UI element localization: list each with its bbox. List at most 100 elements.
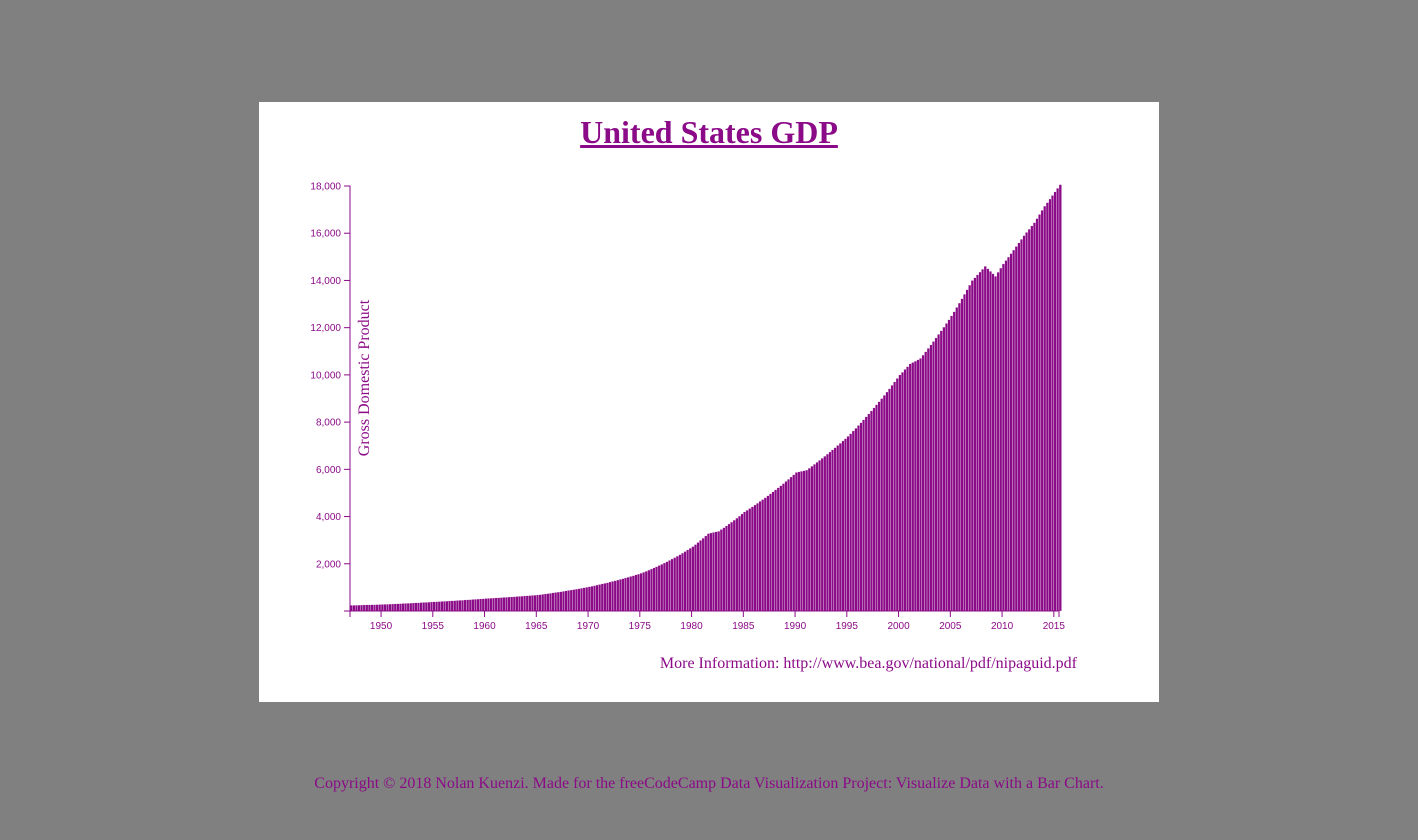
bar[interactable] — [706, 533, 710, 612]
bar[interactable] — [1032, 222, 1036, 612]
bar[interactable] — [823, 456, 827, 612]
bar[interactable] — [893, 381, 897, 612]
bar[interactable] — [1053, 191, 1057, 612]
bar[interactable] — [499, 597, 503, 612]
bar[interactable] — [411, 602, 415, 612]
bar[interactable] — [450, 600, 454, 612]
bar[interactable] — [650, 568, 653, 612]
bar[interactable] — [644, 570, 648, 612]
bar[interactable] — [481, 598, 485, 612]
bar[interactable] — [1030, 225, 1034, 612]
bar[interactable] — [533, 594, 537, 612]
bar[interactable] — [515, 596, 519, 612]
bar[interactable] — [399, 603, 402, 612]
bar[interactable] — [779, 485, 783, 612]
bar[interactable] — [401, 603, 405, 612]
bar[interactable] — [435, 601, 439, 612]
bar[interactable] — [815, 462, 819, 612]
bar[interactable] — [551, 592, 555, 612]
bar[interactable] — [432, 601, 436, 612]
bar[interactable] — [774, 489, 778, 612]
bar[interactable] — [963, 294, 967, 612]
bar[interactable] — [582, 587, 586, 612]
bar[interactable] — [474, 599, 477, 612]
bar[interactable] — [453, 600, 457, 612]
bar[interactable] — [388, 603, 392, 612]
bar[interactable] — [572, 589, 576, 612]
bar[interactable] — [442, 601, 446, 612]
bar[interactable] — [988, 271, 992, 612]
bar[interactable] — [862, 419, 866, 612]
bar[interactable] — [898, 374, 902, 612]
bar[interactable] — [937, 334, 941, 612]
bar[interactable] — [554, 592, 558, 612]
bar[interactable] — [631, 575, 635, 612]
bar[interactable] — [618, 579, 622, 612]
bar[interactable] — [952, 311, 956, 612]
bar[interactable] — [686, 549, 690, 612]
bar[interactable] — [846, 436, 850, 612]
bar[interactable] — [960, 298, 964, 612]
bar[interactable] — [844, 438, 847, 612]
bar[interactable] — [414, 602, 418, 612]
bar[interactable] — [494, 597, 498, 612]
bar[interactable] — [536, 594, 540, 612]
bar[interactable] — [463, 599, 467, 612]
bar[interactable] — [722, 527, 726, 612]
bar[interactable] — [901, 372, 904, 612]
bar[interactable] — [367, 604, 371, 612]
bar[interactable] — [735, 517, 739, 612]
bar[interactable] — [662, 562, 666, 612]
bar[interactable] — [945, 323, 948, 612]
bar[interactable] — [869, 410, 873, 612]
bar[interactable] — [484, 598, 488, 612]
bar[interactable] — [505, 597, 508, 612]
bar[interactable] — [1014, 246, 1018, 612]
bar[interactable] — [717, 531, 721, 612]
bar[interactable] — [683, 551, 687, 612]
bar[interactable] — [419, 602, 423, 612]
bar[interactable] — [947, 319, 951, 612]
bar[interactable] — [776, 487, 780, 612]
bar[interactable] — [613, 580, 617, 612]
bar[interactable] — [559, 591, 563, 612]
bar[interactable] — [1007, 256, 1010, 612]
bar[interactable] — [427, 601, 431, 612]
bar[interactable] — [512, 596, 516, 612]
bar[interactable] — [673, 557, 677, 612]
bar[interactable] — [637, 573, 640, 612]
bar[interactable] — [489, 598, 493, 612]
bar[interactable] — [794, 472, 798, 612]
bar[interactable] — [681, 552, 684, 612]
bar[interactable] — [737, 515, 741, 612]
bar[interactable] — [510, 596, 514, 612]
bar[interactable] — [924, 351, 928, 612]
bar[interactable] — [699, 540, 703, 612]
bar[interactable] — [502, 597, 506, 612]
bar[interactable] — [525, 595, 529, 612]
bar[interactable] — [950, 315, 954, 612]
bar[interactable] — [670, 558, 674, 612]
bar[interactable] — [955, 307, 959, 612]
bar[interactable] — [877, 401, 881, 612]
bar[interactable] — [867, 413, 871, 612]
bar[interactable] — [800, 471, 803, 612]
bar[interactable] — [393, 603, 397, 612]
bar[interactable] — [753, 504, 757, 612]
bar[interactable] — [461, 599, 465, 612]
bar[interactable] — [864, 416, 868, 612]
bar[interactable] — [378, 604, 382, 612]
bar[interactable] — [606, 582, 609, 612]
bar[interactable] — [769, 493, 772, 612]
bar[interactable] — [476, 598, 480, 612]
bar[interactable] — [562, 591, 565, 612]
bar[interactable] — [629, 576, 633, 612]
bar[interactable] — [701, 537, 705, 612]
bar[interactable] — [704, 535, 708, 612]
bar[interactable] — [564, 590, 568, 612]
bar[interactable] — [875, 404, 879, 612]
bar[interactable] — [355, 604, 358, 612]
bar[interactable] — [404, 603, 408, 612]
bar[interactable] — [732, 519, 736, 612]
bar[interactable] — [836, 445, 840, 612]
